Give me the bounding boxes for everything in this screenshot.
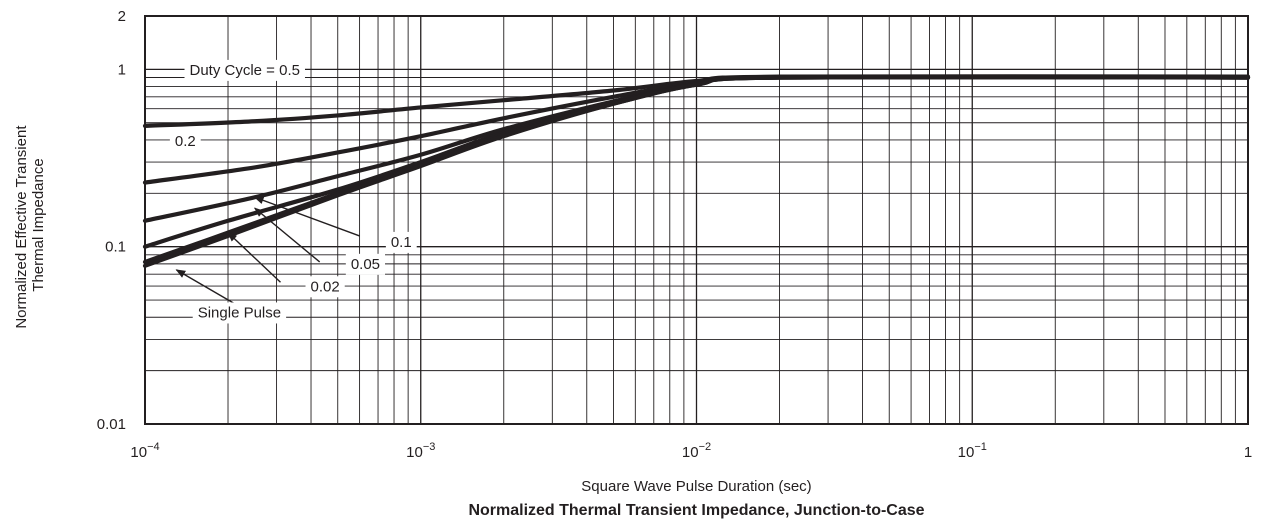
x-tick-exponent: −1 [974,441,987,453]
x-tick-label: 10−2 [682,441,711,461]
plot-frame [144,15,1249,425]
x-tick-label: 1 [1244,444,1252,461]
annotations: Duty Cycle = 0.5 0.2 0.1 0.05 0.02 Single Pul… [169,59,417,324]
annotation-bg-duty-cycle-0-5 [184,59,305,81]
annotation-label-0-1: 0.1 [391,234,412,251]
x-tick-base: 10 [682,444,699,461]
annotation-arrow-0-1 [253,196,360,237]
curves [142,74,1251,268]
x-tick-exponent: −4 [147,441,160,453]
annotation-arrow-single-pulse [175,269,235,304]
x-tick-base: 10 [130,444,147,461]
annotation-label-0-02: 0.02 [311,278,340,295]
y-axis-label-line-1: Normalized Effective Transient [13,125,30,329]
x-tick-exponent: −3 [423,441,436,453]
x-tick-label: 10−4 [130,441,159,461]
series-line-single-pulse [142,74,1251,268]
x-tick-labels: 10−4 10−3 10−2 10−1 1 [130,441,1252,461]
y-tick-labels: 0.01 0.1 1 2 [97,8,126,433]
x-axis-label: Square Wave Pulse Duration (sec) [581,478,811,495]
annotation-label-single-pulse: Single Pulse [198,304,281,321]
y-axis-label: Normalized Effective Transient Thermal I… [13,121,47,328]
annotation-arrow-0-02 [227,231,281,283]
y-tick-label: 1 [118,61,126,78]
annotation-arrow-0-05 [253,207,321,263]
chart-title: Normalized Thermal Transient Impedance, … [468,502,924,519]
x-tick-base: 1 [1244,444,1252,461]
y-tick-label: 2 [118,8,126,25]
y-axis-label-line-2: Thermal Impedance [30,158,47,291]
x-tick-label: 10−1 [958,441,987,461]
y-tick-label: 0.1 [105,239,126,256]
x-tick-exponent: −2 [699,441,712,453]
annotation-label-0-2: 0.2 [175,133,196,150]
annotation-label-0-05: 0.05 [351,256,380,273]
annotation-bg-0-02 [305,276,345,298]
x-tick-label: 10−3 [406,441,435,461]
x-tick-base: 10 [958,444,975,461]
annotation-bg-single-pulse [192,302,287,324]
annotation-bg-0-2 [169,130,201,152]
annotation-label-duty-cycle-0-5: Duty Cycle = 0.5 [190,62,300,79]
x-tick-base: 10 [406,444,423,461]
annotation-bg-0-1 [385,231,417,253]
annotation-bg-0-05 [345,253,386,275]
y-tick-label: 0.01 [97,416,126,433]
